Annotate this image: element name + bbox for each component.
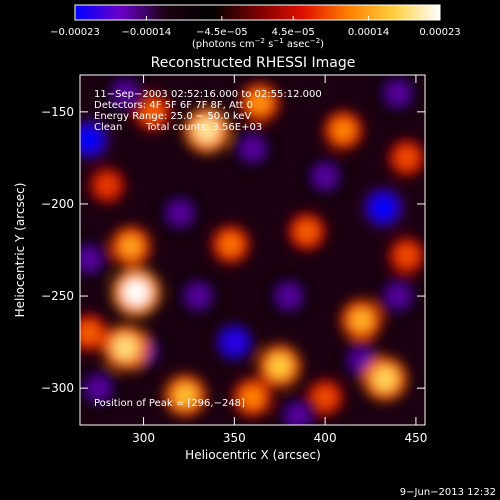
x-tick-label: 450 — [404, 431, 427, 445]
negative-blob — [386, 81, 410, 105]
annotation-method: Clean — [94, 122, 122, 133]
negative-blob — [349, 349, 373, 373]
negative-blob — [86, 376, 110, 400]
colorbar-tick-label: −4.5e−05 — [196, 27, 248, 38]
annotation-counts: Total counts: 3.56E+03 — [145, 122, 262, 133]
y-axis-label: Heliocentric Y (arcsec) — [13, 183, 27, 318]
colorbar-tick-label: 0.00023 — [419, 27, 460, 38]
annotation-peak: Position of Peak = [296,−248] — [94, 398, 245, 409]
y-tick-label: −300 — [41, 381, 74, 395]
emission-blob — [113, 335, 138, 360]
emission-blob — [267, 354, 292, 378]
negative-blob — [186, 284, 210, 308]
colorbar-tick-label: 4.5e−05 — [272, 27, 315, 38]
x-tick-label: 300 — [132, 431, 155, 445]
emission-blob — [80, 322, 100, 343]
y-tick-label: −250 — [41, 289, 74, 303]
emission-blob — [119, 235, 142, 258]
x-tick-label: 400 — [314, 431, 337, 445]
annotation-time-range: 11−Sep−2003 02:52:16.000 to 02:55:12.000 — [94, 89, 322, 100]
negative-blob — [386, 284, 410, 308]
colorbar — [74, 4, 441, 21]
emission-blob — [315, 387, 335, 408]
colorbar-units-label: (photons cm−2 s−1 asec−2) — [192, 37, 324, 50]
emission-blob — [248, 91, 271, 114]
emission-blob — [332, 119, 354, 141]
colorbar-tick-label: 0.00014 — [348, 27, 389, 38]
emission-blob — [373, 366, 398, 391]
emission-blob — [396, 148, 417, 168]
negative-blob — [313, 164, 337, 188]
negative-blob — [221, 329, 248, 355]
emission-blob — [142, 101, 163, 122]
emission-blob — [220, 234, 242, 255]
negative-blob — [240, 137, 265, 161]
emission-blob — [396, 245, 417, 266]
chart-title: Reconstructed RHESSI Image — [151, 55, 356, 71]
emission-blob — [296, 221, 318, 242]
y-tick-label: −200 — [41, 197, 74, 211]
x-axis-label: Heliocentric X (arcsec) — [185, 448, 321, 462]
negative-blob — [80, 247, 101, 271]
colorbar-tick-label: −0.00014 — [122, 27, 172, 38]
emission-blob — [123, 279, 150, 306]
negative-blob — [168, 201, 192, 225]
intensity-map — [80, 75, 425, 425]
annotation-energy: Energy Range: 25.0 − 50.0 keV — [94, 111, 251, 122]
annotation-detectors: Detectors: 4F 5F 6F 7F 8F, Att 0 — [94, 100, 253, 111]
negative-blob — [277, 284, 301, 308]
plot-frame — [79, 74, 426, 426]
emission-blob — [97, 175, 117, 196]
colorbar-tick-label: −0.00023 — [50, 27, 100, 38]
negative-blob — [80, 126, 103, 153]
footer-date: 9−Jun−2013 12:32 — [400, 487, 496, 498]
y-tick-label: −150 — [41, 105, 74, 119]
x-tick-label: 350 — [223, 431, 246, 445]
negative-blob — [370, 194, 397, 221]
colorbar-ticks: −0.00023 −0.00014 −4.5e−05 4.5e−05 0.00014 0.… — [50, 16, 461, 38]
emission-blob — [173, 384, 197, 408]
emission-blob — [350, 308, 373, 332]
negative-blob — [113, 81, 137, 105]
negative-blob — [286, 404, 310, 425]
emission-blob — [194, 117, 220, 143]
axis-ticks: 300 350 400 450 −150 −200 −250 −300 — [41, 75, 427, 445]
emission-blob — [241, 386, 264, 408]
